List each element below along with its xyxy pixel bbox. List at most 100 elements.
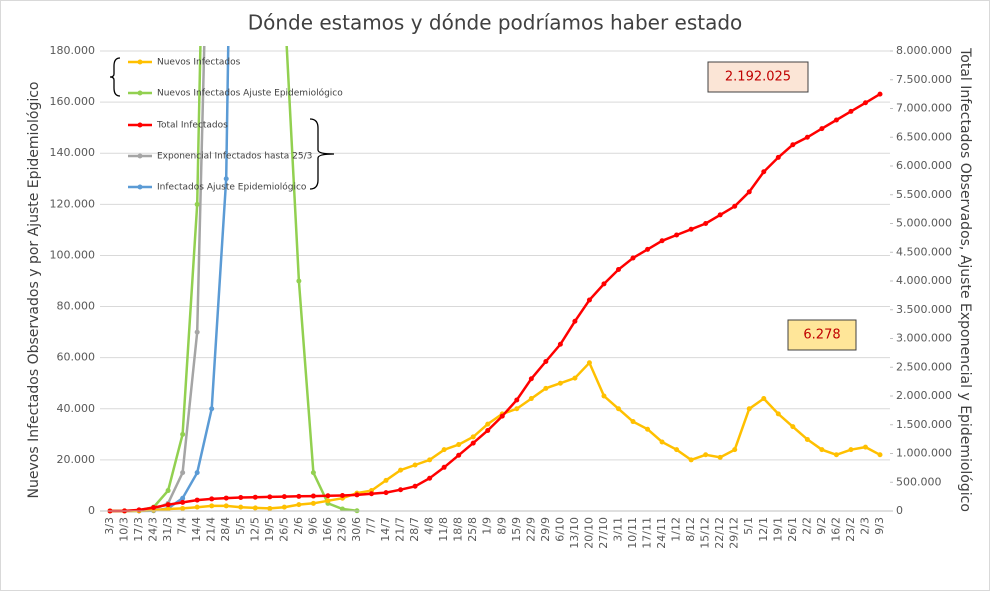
y2-tick-label: 8.000.000 <box>896 44 952 57</box>
y2-axis-title: Total Infectados Observados, Ajuste Expo… <box>957 47 973 512</box>
data-point <box>194 329 200 335</box>
data-point <box>528 376 534 382</box>
data-point <box>790 424 796 430</box>
data-point <box>543 385 549 391</box>
data-point <box>325 493 331 499</box>
chart-title: Dónde estamos y dónde podríamos haber es… <box>248 11 743 35</box>
data-point <box>427 457 433 463</box>
data-point <box>543 359 549 364</box>
legend-marker <box>137 90 143 96</box>
data-point <box>194 504 200 510</box>
y-tick-label: 40.000 <box>57 402 96 415</box>
y-tick-label: 0 <box>88 504 95 517</box>
x-tick-label: 26/5 <box>277 517 290 542</box>
data-point <box>833 452 839 458</box>
legend-label: Nuevos Infectados <box>157 58 241 68</box>
x-tick-label: 16/2 <box>829 517 842 542</box>
x-tick-label: 28/4 <box>219 517 232 542</box>
data-point <box>252 494 258 500</box>
data-point <box>398 467 404 473</box>
legend-bracket <box>309 118 335 190</box>
y-tick-label: 180.000 <box>50 44 96 57</box>
y2-tick-label: 2.000.000 <box>896 389 952 402</box>
data-point <box>557 380 563 386</box>
data-point <box>761 396 767 402</box>
x-tick-label: 15/12 <box>699 517 712 549</box>
x-tick-label: 26/1 <box>786 517 799 542</box>
data-point <box>194 470 200 476</box>
data-point <box>325 498 331 504</box>
legend-marker <box>137 184 143 190</box>
y2-tick-label: 4.000.000 <box>896 274 952 287</box>
y2-tick-label: 7.500.000 <box>896 73 952 86</box>
legend-label: Nuevos Infectados Ajuste Epidemiológico <box>157 88 343 99</box>
x-tick-label: 20/10 <box>582 517 595 549</box>
x-tick-label: 5/5 <box>234 517 247 535</box>
data-point <box>180 505 186 511</box>
x-tick-label: 25/8 <box>466 517 479 542</box>
data-point <box>165 502 171 508</box>
data-point <box>833 117 839 123</box>
x-tick-label: 24/11 <box>655 517 668 549</box>
x-tick-label: 11/8 <box>437 517 450 542</box>
data-point <box>180 470 186 476</box>
x-tick-label: 2/3 <box>858 517 871 535</box>
data-point <box>601 281 607 287</box>
x-tick-label: 3/11 <box>611 517 624 542</box>
annotation: 2.192.025 <box>725 70 791 85</box>
data-point <box>180 431 186 437</box>
x-tick-label: 23/2 <box>844 517 857 542</box>
x-tick-label: 31/3 <box>161 517 174 542</box>
data-point <box>136 507 142 513</box>
data-point <box>775 154 781 160</box>
annotation-box <box>707 61 809 93</box>
data-point <box>688 226 694 232</box>
data-point <box>296 278 302 284</box>
x-tick-label: 17/3 <box>132 517 145 542</box>
data-point <box>586 360 592 366</box>
x-tick-label: 10/3 <box>118 517 131 542</box>
data-point <box>848 108 854 114</box>
data-point <box>557 341 563 347</box>
data-point <box>485 421 491 427</box>
data-point <box>674 447 680 453</box>
legend-label: Total Infectados <box>156 121 228 131</box>
x-tick-label: 4/8 <box>423 517 436 535</box>
x-tick-label: 21/7 <box>394 517 407 542</box>
data-point <box>703 221 709 226</box>
data-point <box>180 499 186 505</box>
y2-tick-label: 4.500.000 <box>896 245 952 258</box>
data-point <box>877 452 883 458</box>
x-tick-label: 24/3 <box>147 517 160 542</box>
x-tick-label: 22/9 <box>524 517 537 542</box>
data-point <box>470 440 476 446</box>
data-point <box>586 297 592 303</box>
data-point <box>194 497 200 503</box>
x-tick-label: 29/9 <box>539 517 552 542</box>
data-point <box>151 505 157 511</box>
data-point <box>601 393 607 399</box>
y2-tick-label: 3.500.000 <box>896 303 952 316</box>
x-tick-label: 6/10 <box>553 517 566 542</box>
annotation-box <box>787 319 857 351</box>
data-point <box>470 434 476 440</box>
data-point <box>659 238 665 244</box>
x-tick-label: 30/6 <box>350 517 363 542</box>
data-point <box>209 496 215 502</box>
data-point <box>223 176 229 182</box>
legend-label: Infectados Ajuste Epidemiológico <box>157 182 307 193</box>
data-point <box>862 100 868 106</box>
data-point <box>238 494 244 500</box>
data-point <box>514 406 520 412</box>
data-point <box>528 396 534 402</box>
y2-tick-label: 3.000.000 <box>896 332 952 345</box>
data-point <box>775 411 781 417</box>
data-point <box>339 506 345 512</box>
x-tick-label: 1/12 <box>670 517 683 542</box>
data-point <box>209 503 215 509</box>
data-point <box>456 452 462 458</box>
x-tick-label: 15/9 <box>510 517 523 542</box>
data-point <box>194 201 200 207</box>
y-tick-label: 160.000 <box>50 95 96 108</box>
